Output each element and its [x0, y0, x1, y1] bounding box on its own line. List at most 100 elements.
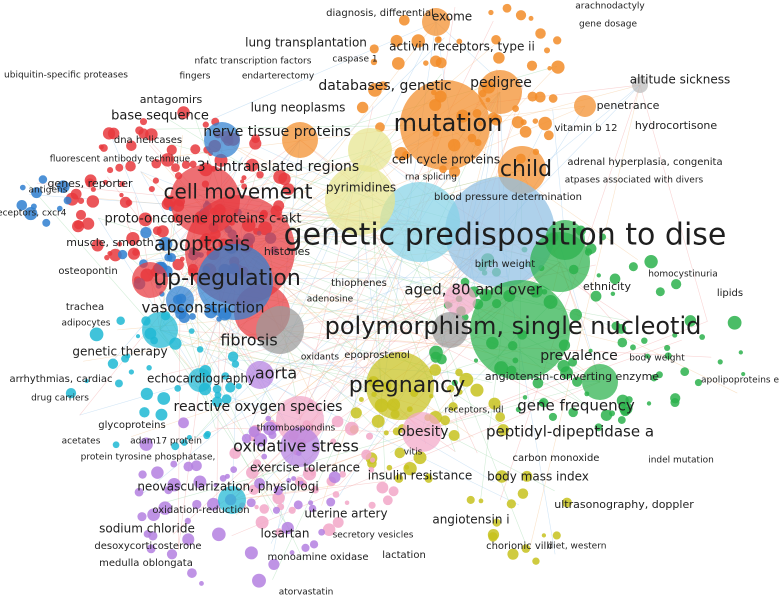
- node: [63, 196, 72, 205]
- node: [448, 402, 458, 412]
- node-label: angiotensin-converting enzyme: [485, 370, 659, 383]
- node: [325, 165, 395, 235]
- node: [140, 226, 152, 239]
- node: [366, 352, 434, 420]
- node: [309, 540, 319, 549]
- node: [259, 504, 270, 514]
- node-label: thrombospondins: [257, 424, 336, 434]
- node: [551, 60, 565, 74]
- node-label: caspase 1: [332, 55, 377, 65]
- node: [177, 106, 190, 119]
- node: [308, 504, 317, 513]
- node: [252, 573, 266, 588]
- node: [143, 530, 152, 538]
- node: [188, 328, 195, 334]
- node: [182, 533, 195, 546]
- node: [77, 197, 85, 204]
- node: [422, 8, 450, 36]
- edge: [239, 249, 632, 322]
- node-label: gene dosage: [579, 20, 637, 30]
- node: [582, 364, 618, 400]
- node: [30, 203, 37, 210]
- node: [221, 394, 232, 405]
- edge: [272, 91, 501, 580]
- node: [31, 187, 43, 199]
- node: [390, 34, 403, 47]
- node-label: indel mutation: [648, 456, 714, 466]
- node: [344, 421, 359, 436]
- node: [391, 57, 405, 70]
- node: [299, 480, 304, 485]
- node-label: endarterectomy: [242, 72, 315, 82]
- node: [116, 316, 125, 326]
- node: [478, 70, 522, 114]
- node: [84, 378, 89, 384]
- node: [585, 243, 597, 255]
- node: [213, 482, 218, 488]
- node-label: peptidyl-dipeptidase a: [486, 423, 654, 441]
- node-label: antigens: [29, 186, 68, 196]
- node-label: atpases associated with divers: [565, 176, 704, 186]
- edge: [155, 219, 301, 448]
- edge: [178, 343, 401, 387]
- edge: [159, 329, 381, 382]
- edge: [529, 84, 641, 549]
- node-label: adam17 protein: [130, 437, 202, 447]
- node: [235, 383, 242, 390]
- node: [650, 374, 658, 382]
- node: [204, 430, 211, 438]
- edge: [231, 484, 340, 501]
- node: [157, 392, 171, 405]
- node: [532, 557, 540, 565]
- node: [202, 121, 209, 128]
- node: [199, 581, 204, 586]
- node-label: receptors, ldl: [444, 406, 503, 416]
- node-label: uterine artery: [304, 507, 387, 521]
- node: [139, 407, 150, 418]
- node: [251, 134, 260, 144]
- node: [42, 218, 51, 227]
- node-label: oxidation-reduction: [152, 505, 249, 516]
- node-label: vitamin b 12: [554, 123, 617, 134]
- node-label: sodium chloride: [99, 522, 195, 536]
- node: [196, 346, 204, 353]
- node-label: diet, western: [548, 542, 607, 552]
- node: [75, 209, 87, 220]
- node: [470, 383, 484, 397]
- node-label: receptors, cxcr4: [0, 209, 67, 219]
- node-label: polymorphism, single nucleotid: [325, 312, 702, 340]
- node-label: databases, genetic: [318, 78, 451, 94]
- node-label: lung transplantation: [245, 36, 367, 50]
- node: [241, 433, 252, 444]
- edge: [179, 299, 495, 483]
- node: [350, 407, 362, 419]
- node: [727, 315, 742, 330]
- node: [146, 544, 156, 554]
- edge: [279, 260, 477, 331]
- node-label: apoptosis: [154, 232, 250, 256]
- node: [368, 83, 382, 97]
- edge: [552, 109, 566, 241]
- edge: [173, 231, 501, 535]
- node: [455, 368, 463, 377]
- node: [139, 118, 148, 126]
- node: [178, 417, 189, 429]
- node: [492, 518, 501, 527]
- node: [253, 433, 268, 447]
- node: [218, 486, 246, 514]
- node: [183, 461, 194, 472]
- node: [109, 248, 122, 262]
- node: [89, 327, 104, 342]
- node: [212, 527, 226, 542]
- node: [293, 500, 303, 510]
- node: [532, 118, 539, 124]
- node: [265, 415, 272, 422]
- node-label: obesity: [397, 424, 448, 440]
- node-label: epoprostenol: [344, 350, 410, 361]
- edge: [231, 480, 386, 501]
- node: [125, 160, 136, 172]
- node: [617, 337, 628, 348]
- node: [166, 286, 194, 314]
- node: [382, 495, 393, 506]
- node: [65, 387, 77, 399]
